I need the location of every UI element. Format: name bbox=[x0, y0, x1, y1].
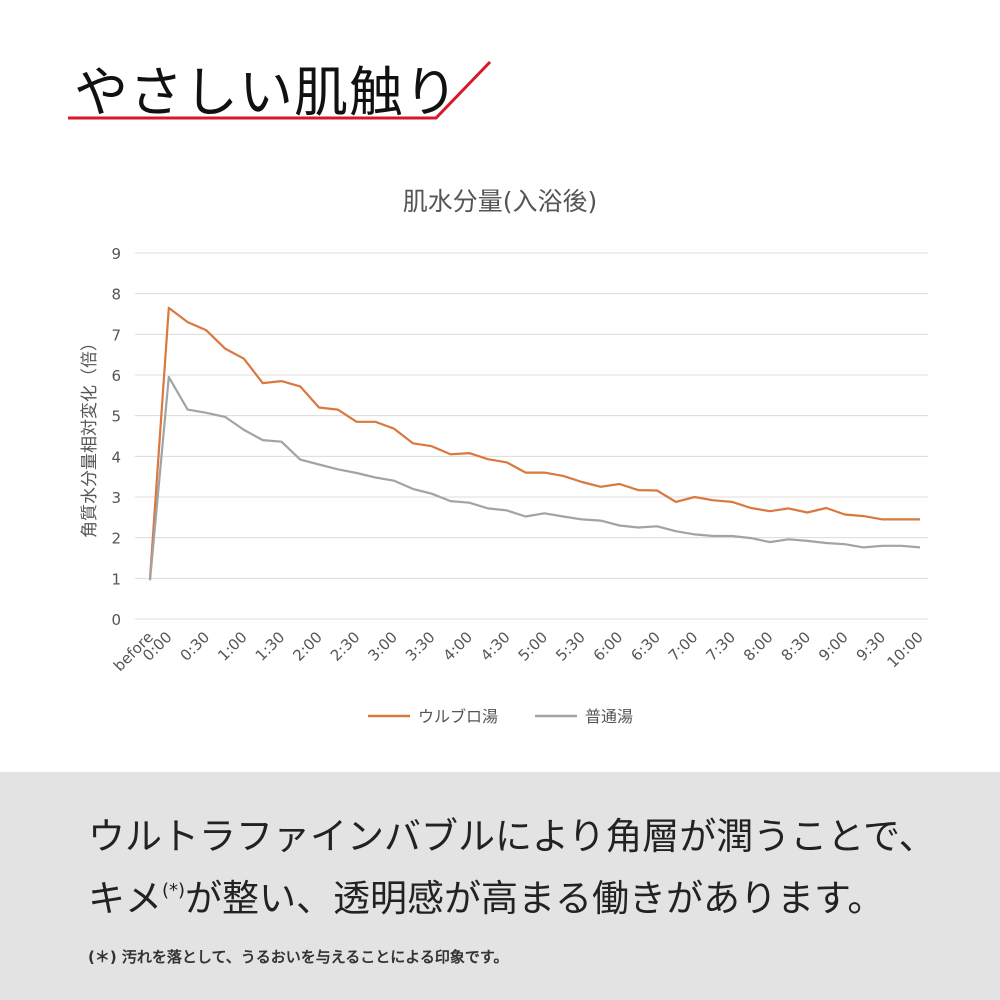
y-tick-label: 4 bbox=[111, 448, 121, 466]
x-tick-label: 0:30 bbox=[177, 628, 214, 665]
x-tick-label: 1:00 bbox=[214, 628, 251, 665]
page-title: やさしい肌触り bbox=[74, 61, 459, 124]
x-tick-label: 4:00 bbox=[440, 628, 477, 665]
chart-legend: ウルブロ湯 普通湯 bbox=[368, 707, 633, 726]
chart-series bbox=[148, 306, 921, 581]
x-tick-label: 1:30 bbox=[252, 628, 289, 665]
chart-grid bbox=[135, 252, 928, 620]
x-tick-label: 6:00 bbox=[590, 628, 627, 665]
y-tick-label: 7 bbox=[111, 326, 121, 344]
chart-title: 肌水分量(入浴後) bbox=[403, 187, 598, 216]
legend-label: ウルブロ湯 bbox=[418, 707, 498, 726]
y-tick-label: 9 bbox=[111, 245, 121, 263]
y-tick-label: 2 bbox=[111, 530, 121, 548]
series-line-1 bbox=[148, 306, 920, 579]
x-tick-label: 3:00 bbox=[364, 628, 401, 665]
x-tick-label: 7:00 bbox=[665, 628, 702, 665]
legend-label: 普通湯 bbox=[585, 707, 633, 726]
y-tick-label: 0 bbox=[111, 611, 121, 629]
y-tick-label: 8 bbox=[111, 286, 121, 304]
footnote: (＊) 汚れを落として、うるおいを与えることによる印象です。 bbox=[88, 948, 509, 966]
x-tick-label: 8:30 bbox=[778, 628, 815, 665]
y-tick-label: 6 bbox=[111, 367, 121, 385]
description-text: ウルトラファインバブルにより角層が潤うことで、 キメ(*)が整い、透明感が高まる… bbox=[88, 810, 948, 926]
description-line-2-start: キメ bbox=[88, 877, 162, 920]
moisture-line-chart: 肌水分量(入浴後) 0 1 2 3 4 5 6 7 8 9 角質水分量相対変化（倍） before… bbox=[80, 187, 928, 726]
x-tick-label: 2:00 bbox=[289, 628, 326, 665]
footnote-marker: (*) bbox=[162, 880, 186, 901]
x-tick-label: 4:30 bbox=[477, 628, 514, 665]
y-axis-ticks: 0 1 2 3 4 5 6 7 8 9 bbox=[111, 245, 121, 629]
x-tick-label: 7:30 bbox=[702, 628, 739, 665]
x-tick-label: 9:00 bbox=[815, 628, 852, 665]
y-axis-label: 角質水分量相対変化（倍） bbox=[80, 334, 100, 538]
y-tick-label: 1 bbox=[111, 570, 121, 588]
heading-underline bbox=[68, 60, 492, 120]
heading: やさしい肌触り bbox=[68, 40, 508, 130]
description-panel: ウルトラファインバブルにより角層が潤うことで、 キメ(*)が整い、透明感が高まる… bbox=[0, 772, 1000, 1000]
x-tick-label: 2:30 bbox=[327, 628, 364, 665]
x-tick-label: 3:30 bbox=[402, 628, 439, 665]
x-tick-label: 8:00 bbox=[740, 628, 777, 665]
series-line-2 bbox=[148, 375, 921, 581]
x-tick-label: 5:00 bbox=[515, 628, 552, 665]
description-line-1: ウルトラファインバブルにより角層が潤うことで、 bbox=[88, 815, 936, 858]
x-tick-label: 10:00 bbox=[884, 628, 927, 671]
description-line-2-end: が整い、透明感が高まる働きがあります。 bbox=[185, 877, 885, 920]
x-tick-label: 5:30 bbox=[552, 628, 589, 665]
y-tick-label: 3 bbox=[111, 489, 121, 507]
y-tick-label: 5 bbox=[111, 408, 121, 426]
x-tick-label: 6:30 bbox=[627, 628, 664, 665]
